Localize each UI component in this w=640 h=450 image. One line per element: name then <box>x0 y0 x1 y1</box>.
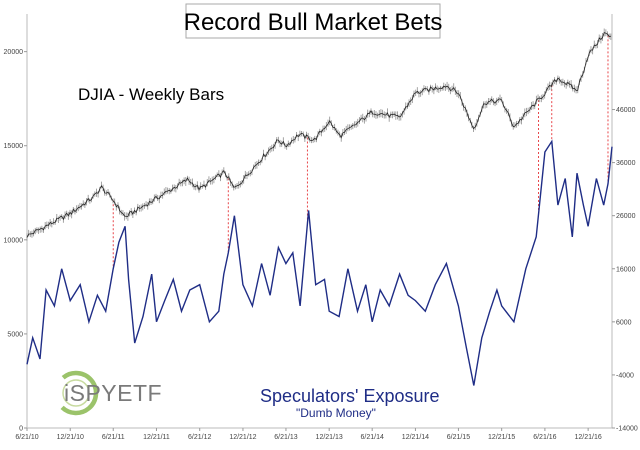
right-tick-label: 46000 <box>616 107 636 114</box>
x-tick-label: 12/21/10 <box>57 434 84 441</box>
x-tick-label: 12/21/16 <box>575 434 602 441</box>
x-axis-ticks: 6/21/10 12/21/10 6/21/11 12/21/11 6/21/12 12/… <box>15 428 602 441</box>
djia-series-line <box>26 31 611 238</box>
left-tick-label: 5000 <box>7 331 23 338</box>
left-tick-label: 15000 <box>4 143 24 150</box>
left-tick-label: 0 <box>19 426 23 433</box>
x-tick-label: 6/21/15 <box>447 434 470 441</box>
left-tick-label: 20000 <box>4 49 24 56</box>
right-tick-label: 26000 <box>616 213 636 220</box>
right-tick-label: 16000 <box>616 266 636 273</box>
x-tick-label: 6/21/13 <box>274 434 297 441</box>
right-tick-label: -4000 <box>616 372 634 379</box>
left-tick-label: 10000 <box>4 237 24 244</box>
logo-text: iSPYETF <box>64 380 162 406</box>
logo-inner-ring <box>62 379 90 407</box>
right-tick-label: 36000 <box>616 160 636 167</box>
exposure-series-line <box>26 139 613 386</box>
x-tick-label: 6/21/14 <box>361 434 384 441</box>
x-tick-label: 12/21/15 <box>488 434 515 441</box>
title-box <box>185 3 441 39</box>
ispyetf-logo: iSPYETF <box>53 370 162 416</box>
x-tick-label: 12/21/14 <box>402 434 429 441</box>
speculators-annotation: Speculators' Exposure <box>260 386 440 406</box>
chart-title: Record Bull Market Bets <box>184 9 443 36</box>
right-tick-label: -14000 <box>616 426 638 433</box>
x-tick-label: 12/21/12 <box>229 434 256 441</box>
x-tick-label: 6/21/11 <box>102 434 125 441</box>
logo-ring <box>53 370 99 416</box>
highlight-markers <box>112 35 609 269</box>
dumb-money-annotation: "Dumb Money" <box>296 406 376 420</box>
x-tick-label: 6/21/10 <box>15 434 38 441</box>
x-tick-label: 12/21/11 <box>143 434 170 441</box>
djia-annotation: DJIA - Weekly Bars <box>78 85 224 104</box>
right-axis-ticks: -14000 -4000 6000 16000 26000 36000 46000 <box>612 107 638 433</box>
x-tick-label: 6/21/16 <box>533 434 556 441</box>
x-tick-label: 12/21/13 <box>316 434 343 441</box>
right-tick-label: 6000 <box>616 319 632 326</box>
x-tick-label: 6/21/12 <box>188 434 211 441</box>
